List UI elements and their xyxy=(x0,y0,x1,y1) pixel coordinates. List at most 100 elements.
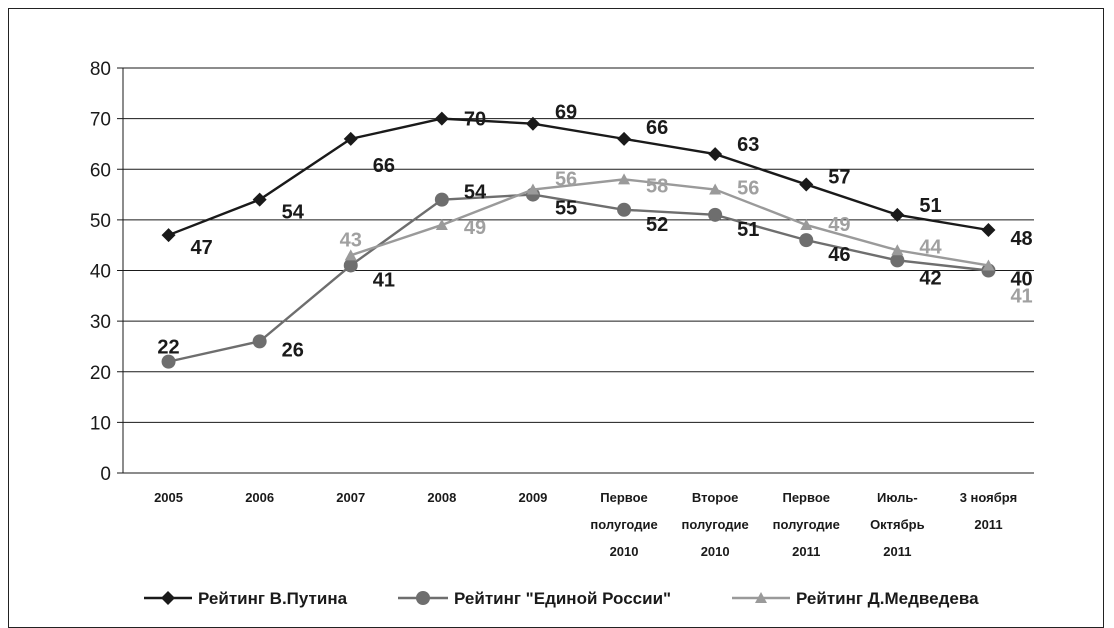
data-label: 70 xyxy=(464,109,486,131)
data-label: 48 xyxy=(1010,228,1032,250)
marker-triangle xyxy=(755,592,767,603)
marker-circle xyxy=(161,354,176,369)
line-chart: 0 10 20 30 40 50 60 70 80 2005 2006 2007 2008 2009 Пе… xyxy=(90,59,1034,608)
marker-diamond xyxy=(617,131,632,146)
series-group xyxy=(161,111,996,369)
marker-diamond xyxy=(890,207,905,222)
data-label: 54 xyxy=(464,182,487,204)
data-label: 26 xyxy=(282,339,304,361)
legend-label: Рейтинг "Единой России" xyxy=(454,589,671,608)
marker-circle xyxy=(434,192,449,207)
marker-diamond xyxy=(434,111,449,126)
x-tick-line: 3 ноября xyxy=(960,490,1017,505)
data-label: 43 xyxy=(340,229,362,251)
y-tick-label: 40 xyxy=(90,262,111,283)
y-tick-label: 20 xyxy=(90,363,111,384)
series-2 xyxy=(161,187,996,369)
x-tick-label: 2009 xyxy=(518,490,547,505)
data-label: 55 xyxy=(555,198,577,220)
data-label: 57 xyxy=(828,166,850,188)
x-tick-line: 2010 xyxy=(610,544,639,559)
data-label: 51 xyxy=(737,219,759,241)
y-tick-label: 30 xyxy=(90,312,111,333)
series-3 xyxy=(344,173,995,271)
x-tick-line: Первое xyxy=(782,490,830,505)
series-line xyxy=(168,117,989,237)
x-tick-line: Июль- xyxy=(877,490,918,505)
legend-item: Рейтинг В.Путина xyxy=(144,589,348,608)
marker-circle xyxy=(799,233,814,248)
marker-diamond xyxy=(161,228,176,243)
x-tick-label: 2006 xyxy=(245,490,274,505)
series-1 xyxy=(161,111,996,243)
legend-item: Рейтинг Д.Медведева xyxy=(732,589,979,608)
x-tick-label: 2007 xyxy=(336,490,365,505)
marker-circle xyxy=(343,258,358,273)
y-tick-label: 60 xyxy=(90,160,111,181)
data-label: 41 xyxy=(373,269,395,291)
x-tick-line: 2008 xyxy=(427,490,456,505)
marker-circle xyxy=(708,207,723,222)
series-line xyxy=(168,193,989,363)
x-tick-line: 2007 xyxy=(336,490,365,505)
marker-diamond xyxy=(981,223,996,237)
data-label: 41 xyxy=(1010,285,1032,307)
marker-diamond xyxy=(799,177,814,192)
x-tick-label: Первое полугодие 2011 xyxy=(773,490,840,559)
marker-circle xyxy=(617,202,632,217)
data-label: 49 xyxy=(828,214,850,236)
y-tick-label: 50 xyxy=(90,211,111,232)
data-labels: 47 54 66 70 69 66 63 57 51 48 22 26 41 54 55 52 51 46 42 40… xyxy=(157,102,1032,362)
x-tick-label: 2008 xyxy=(427,490,456,505)
marker-triangle xyxy=(982,259,995,271)
x-tick-line: 2011 xyxy=(883,544,911,559)
gridlines xyxy=(123,67,1034,474)
x-tick-line: 2009 xyxy=(518,490,547,505)
data-label: 40 xyxy=(1010,269,1032,291)
y-tick-label: 80 xyxy=(90,59,111,80)
y-tick-label: 70 xyxy=(90,110,111,131)
x-tick-line: Первое xyxy=(600,490,648,505)
data-label: 42 xyxy=(919,267,941,289)
x-tick-line: 2010 xyxy=(701,544,730,559)
marker-triangle xyxy=(618,173,631,185)
x-tick-line: 2006 xyxy=(245,490,274,505)
x-tick-label: Первое полугодие 2010 xyxy=(590,490,657,559)
marker-triangle xyxy=(526,183,539,195)
x-tick-line: полугодие xyxy=(590,517,657,532)
data-label: 56 xyxy=(555,169,577,191)
x-tick-line: Октябрь xyxy=(870,517,925,532)
marker-circle xyxy=(890,253,905,268)
marker-circle xyxy=(416,591,430,605)
data-label: 56 xyxy=(737,178,759,200)
data-label: 54 xyxy=(282,202,305,224)
legend-label: Рейтинг В.Путина xyxy=(198,589,348,608)
x-axis: 2005 2006 2007 2008 2009 Первое полугодие 2010В… xyxy=(154,490,1017,559)
marker-triangle xyxy=(800,218,813,230)
x-tick-line: 2011 xyxy=(792,544,820,559)
marker-triangle xyxy=(709,183,722,195)
data-label: 66 xyxy=(373,155,395,177)
marker-diamond xyxy=(161,591,175,605)
data-label: 52 xyxy=(646,214,668,236)
y-tick-label: 10 xyxy=(90,413,111,434)
data-label: 22 xyxy=(157,337,179,359)
marker-diamond xyxy=(343,131,358,146)
data-label: 66 xyxy=(646,117,668,139)
data-label: 58 xyxy=(646,175,668,197)
legend-label: Рейтинг Д.Медведева xyxy=(796,589,979,608)
x-tick-label: 2005 xyxy=(154,490,183,505)
x-tick-label: 3 ноября 2011 xyxy=(960,490,1017,532)
x-tick-label: Июль- Октябрь 2011 xyxy=(870,490,925,559)
x-tick-label: Второе полугодие 2010 xyxy=(682,490,749,559)
marker-diamond xyxy=(525,116,540,131)
marker-triangle xyxy=(344,249,357,261)
x-tick-line: 2011 xyxy=(974,517,1002,532)
data-label: 46 xyxy=(828,244,850,266)
x-tick-line: полугодие xyxy=(682,517,749,532)
x-tick-line: полугодие xyxy=(773,517,840,532)
marker-circle xyxy=(252,334,267,349)
series-line xyxy=(350,178,989,267)
data-label: 63 xyxy=(737,134,759,156)
y-axis: 0 10 20 30 40 50 60 70 80 xyxy=(90,59,124,485)
